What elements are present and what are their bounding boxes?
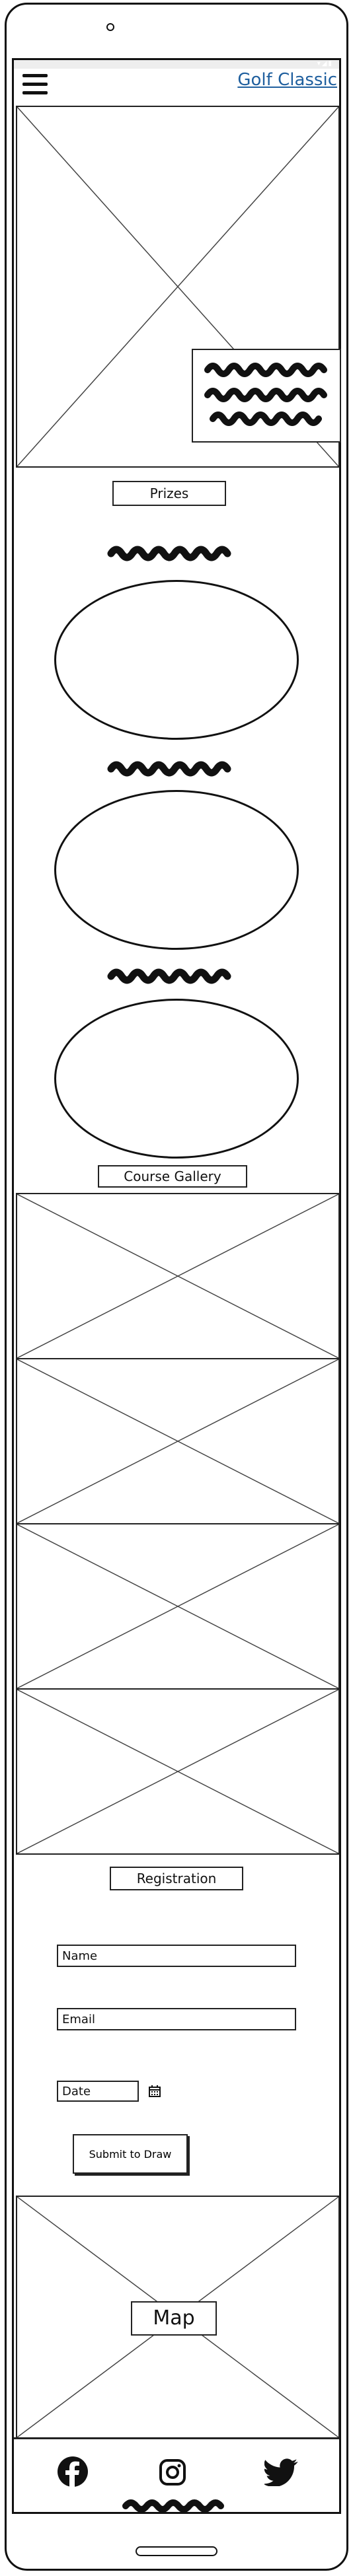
prize-image[interactable]	[54, 999, 299, 1159]
image-placeholder-icon	[17, 1690, 338, 1853]
home-indicator	[136, 2546, 217, 2556]
hamburger-menu-icon[interactable]	[22, 73, 48, 96]
phone-speaker	[106, 23, 114, 31]
gallery-image[interactable]	[16, 1193, 340, 1359]
registration-heading: Registration	[110, 1867, 243, 1890]
phone-screen	[12, 58, 341, 2514]
status-icons: ▾◢▮	[317, 60, 333, 67]
prize-image[interactable]	[54, 580, 299, 740]
status-bar	[14, 60, 339, 69]
footer-text-scribble	[122, 2499, 224, 2513]
image-placeholder-icon	[17, 1359, 338, 1523]
hero-caption-box	[192, 349, 341, 443]
submit-to-draw-button[interactable]: Submit to Draw	[73, 2134, 188, 2174]
date-input[interactable]	[57, 2081, 139, 2102]
twitter-icon[interactable]	[264, 2458, 299, 2486]
gallery-image[interactable]	[16, 1523, 340, 1690]
email-input[interactable]	[57, 2008, 296, 2030]
phone-frame	[5, 3, 348, 2571]
prize-title-scribble	[107, 761, 231, 777]
footer-divider	[14, 2437, 339, 2439]
hero-caption-scribble	[204, 363, 327, 426]
course-gallery-heading: Course Gallery	[98, 1165, 247, 1188]
image-placeholder-icon	[17, 1194, 338, 1358]
prize-title-scribble	[107, 546, 231, 561]
gallery-image[interactable]	[16, 1358, 340, 1524]
prizes-heading: Prizes	[112, 481, 226, 506]
brand-link[interactable]: Golf Classic	[237, 70, 337, 90]
instagram-icon[interactable]	[159, 2458, 186, 2486]
gallery-image[interactable]	[16, 1688, 340, 1855]
name-input[interactable]	[57, 1945, 296, 1967]
facebook-icon[interactable]	[57, 2456, 89, 2487]
prize-title-scribble	[107, 968, 231, 984]
map-label: Map	[131, 2301, 217, 2336]
prize-image[interactable]	[54, 790, 299, 950]
image-placeholder-icon	[17, 1524, 338, 1688]
calendar-icon[interactable]	[148, 2085, 161, 2098]
